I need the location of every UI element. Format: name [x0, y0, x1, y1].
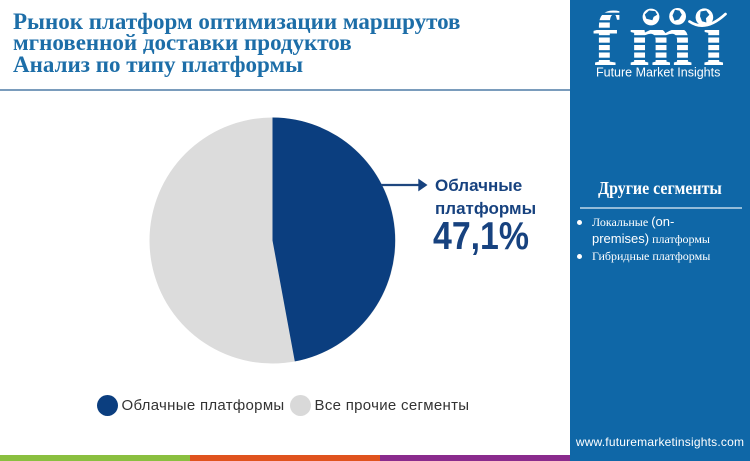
- svg-text:Future Market Insights: Future Market Insights: [596, 66, 720, 80]
